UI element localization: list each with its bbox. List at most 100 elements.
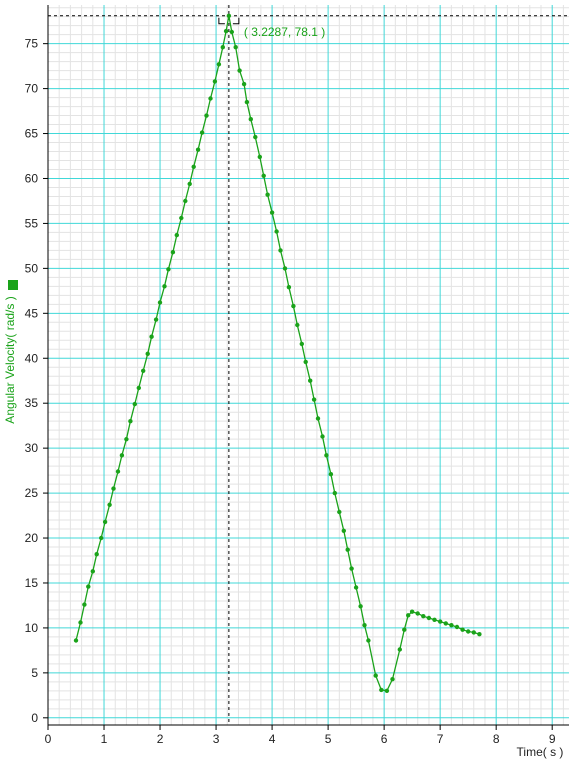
- y-tick-label: 45: [25, 306, 39, 320]
- data-point: [402, 627, 407, 632]
- data-point: [248, 117, 253, 122]
- data-point: [324, 453, 329, 458]
- data-point: [82, 602, 87, 607]
- y-tick-label: 15: [25, 576, 39, 590]
- data-point: [362, 623, 367, 628]
- legend-marker[interactable]: [8, 280, 18, 290]
- crosshair: [48, 5, 569, 725]
- data-point: [426, 615, 432, 621]
- y-axis-title: Angular Velocity( rad/s ): [3, 296, 17, 423]
- data-point: [471, 630, 476, 635]
- data-point: [454, 624, 460, 630]
- data-point: [244, 99, 250, 105]
- data-point: [119, 453, 125, 458]
- x-tick-label: 2: [157, 732, 164, 746]
- data-point: [174, 232, 179, 238]
- x-tick-label: 8: [493, 732, 500, 746]
- data-point: [162, 284, 167, 289]
- data-point: [128, 419, 133, 424]
- data-point: [438, 619, 443, 624]
- data-point: [199, 130, 205, 135]
- data-point: [208, 96, 213, 101]
- x-tick-label: 9: [549, 732, 556, 746]
- data-point: [212, 79, 218, 84]
- data-point: [353, 585, 359, 590]
- data-point: [229, 29, 234, 35]
- data-point: [390, 677, 395, 682]
- data-point: [99, 535, 104, 541]
- data-point: [261, 173, 266, 178]
- series-angular-velocity: [73, 13, 482, 693]
- major-grid: [48, 5, 569, 725]
- y-tick-label: 30: [25, 441, 39, 455]
- data-point: [187, 181, 192, 187]
- data-point: [78, 620, 83, 625]
- data-point: [145, 351, 150, 356]
- data-point: [379, 687, 384, 693]
- data-point: [220, 45, 225, 50]
- data-point: [216, 62, 222, 67]
- y-tick-label: 10: [25, 621, 39, 635]
- data-point: [421, 614, 426, 619]
- data-point: [204, 113, 209, 118]
- data-point: [166, 267, 171, 272]
- data-point: [443, 621, 448, 626]
- x-tick-label: 5: [325, 732, 332, 746]
- y-tick-label: 20: [25, 531, 39, 545]
- data-point: [308, 378, 313, 383]
- x-axis-title: Time( s ): [517, 745, 564, 759]
- data-point: [86, 584, 91, 589]
- data-point: [269, 210, 275, 215]
- data-point: [282, 266, 288, 271]
- data-point: [397, 647, 402, 652]
- data-point: [460, 627, 465, 632]
- peak-annotation: ( 3.2287, 78.1 ): [244, 25, 325, 39]
- data-point: [409, 609, 415, 614]
- minor-grid: [48, 5, 569, 725]
- data-point: [237, 68, 242, 73]
- data-point: [124, 437, 129, 442]
- y-tick-label: 75: [25, 37, 39, 51]
- data-point: [233, 45, 238, 50]
- x-tick-label: 4: [269, 732, 276, 746]
- data-point: [373, 673, 378, 678]
- data-point: [449, 623, 454, 628]
- data-point: [223, 28, 229, 34]
- data-point: [477, 632, 482, 637]
- x-tick-labels: 0 1 2 3 4 5 6 7 8 9: [45, 725, 556, 746]
- data-point: [149, 334, 154, 339]
- data-point: [303, 359, 308, 365]
- data-point: [349, 566, 354, 571]
- crosshair-marker: [218, 17, 240, 25]
- data-point: [299, 341, 304, 347]
- data-point: [195, 147, 201, 152]
- data-point: [466, 629, 471, 634]
- data-point: [141, 368, 146, 373]
- data-point: [345, 547, 350, 552]
- data-point: [274, 229, 279, 234]
- y-tick-label: 5: [31, 666, 38, 680]
- x-tick-label: 6: [381, 732, 388, 746]
- data-point: [253, 134, 258, 140]
- data-point: [328, 472, 334, 477]
- data-point: [366, 638, 371, 643]
- series-line: [75, 15, 480, 692]
- data-point: [384, 688, 390, 693]
- data-point: [107, 502, 112, 507]
- data-point: [179, 215, 184, 221]
- data-point: [90, 569, 96, 574]
- data-point: [320, 434, 325, 439]
- x-tick-label: 0: [45, 732, 52, 746]
- y-tick-label: 65: [25, 127, 39, 141]
- data-point: [111, 486, 116, 491]
- y-tick-label: 55: [25, 216, 39, 230]
- y-tick-label: 60: [25, 171, 39, 185]
- data-point: [73, 638, 79, 643]
- y-tick-label: 0: [31, 711, 38, 725]
- data-point: [278, 248, 283, 253]
- data-point: [415, 611, 420, 616]
- y-tick-label: 70: [25, 82, 39, 96]
- data-point: [191, 164, 196, 169]
- data-point: [265, 192, 270, 197]
